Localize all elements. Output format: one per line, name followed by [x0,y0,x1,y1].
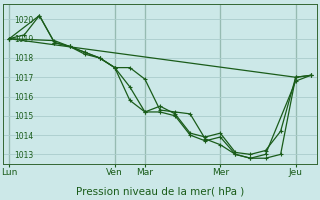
Text: Pression niveau de la mer( hPa ): Pression niveau de la mer( hPa ) [76,186,244,196]
